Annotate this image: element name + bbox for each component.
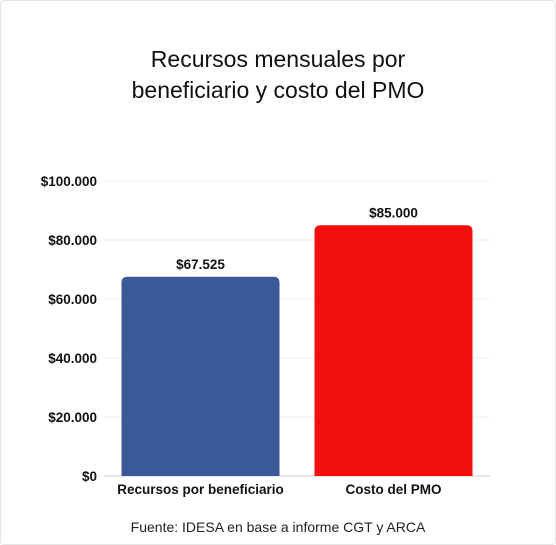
bar [314,225,473,476]
chart-title-line-1: Recursos mensuales por [150,46,406,72]
chart-title: Recursos mensuales por beneficiario y co… [0,44,556,106]
bar-value-label: $85.000 [369,205,418,220]
chart-source: Fuente: IDESA en base a informe CGT y AR… [130,519,426,535]
y-tick-label: $0 [82,469,97,484]
x-tick-label: Recursos por beneficiario [117,482,284,497]
y-tick-label: $100.000 [41,174,97,189]
y-tick-label: $40.000 [48,351,97,366]
y-tick-label: $80.000 [48,233,97,248]
bar-value-label: $67.525 [176,257,225,272]
y-tick-label: $60.000 [48,292,97,307]
bar [121,276,280,476]
y-tick-label: $20.000 [48,410,97,425]
chart-title-line-2: beneficiario y costo del PMO [131,77,425,103]
x-tick-label: Costo del PMO [345,482,441,497]
